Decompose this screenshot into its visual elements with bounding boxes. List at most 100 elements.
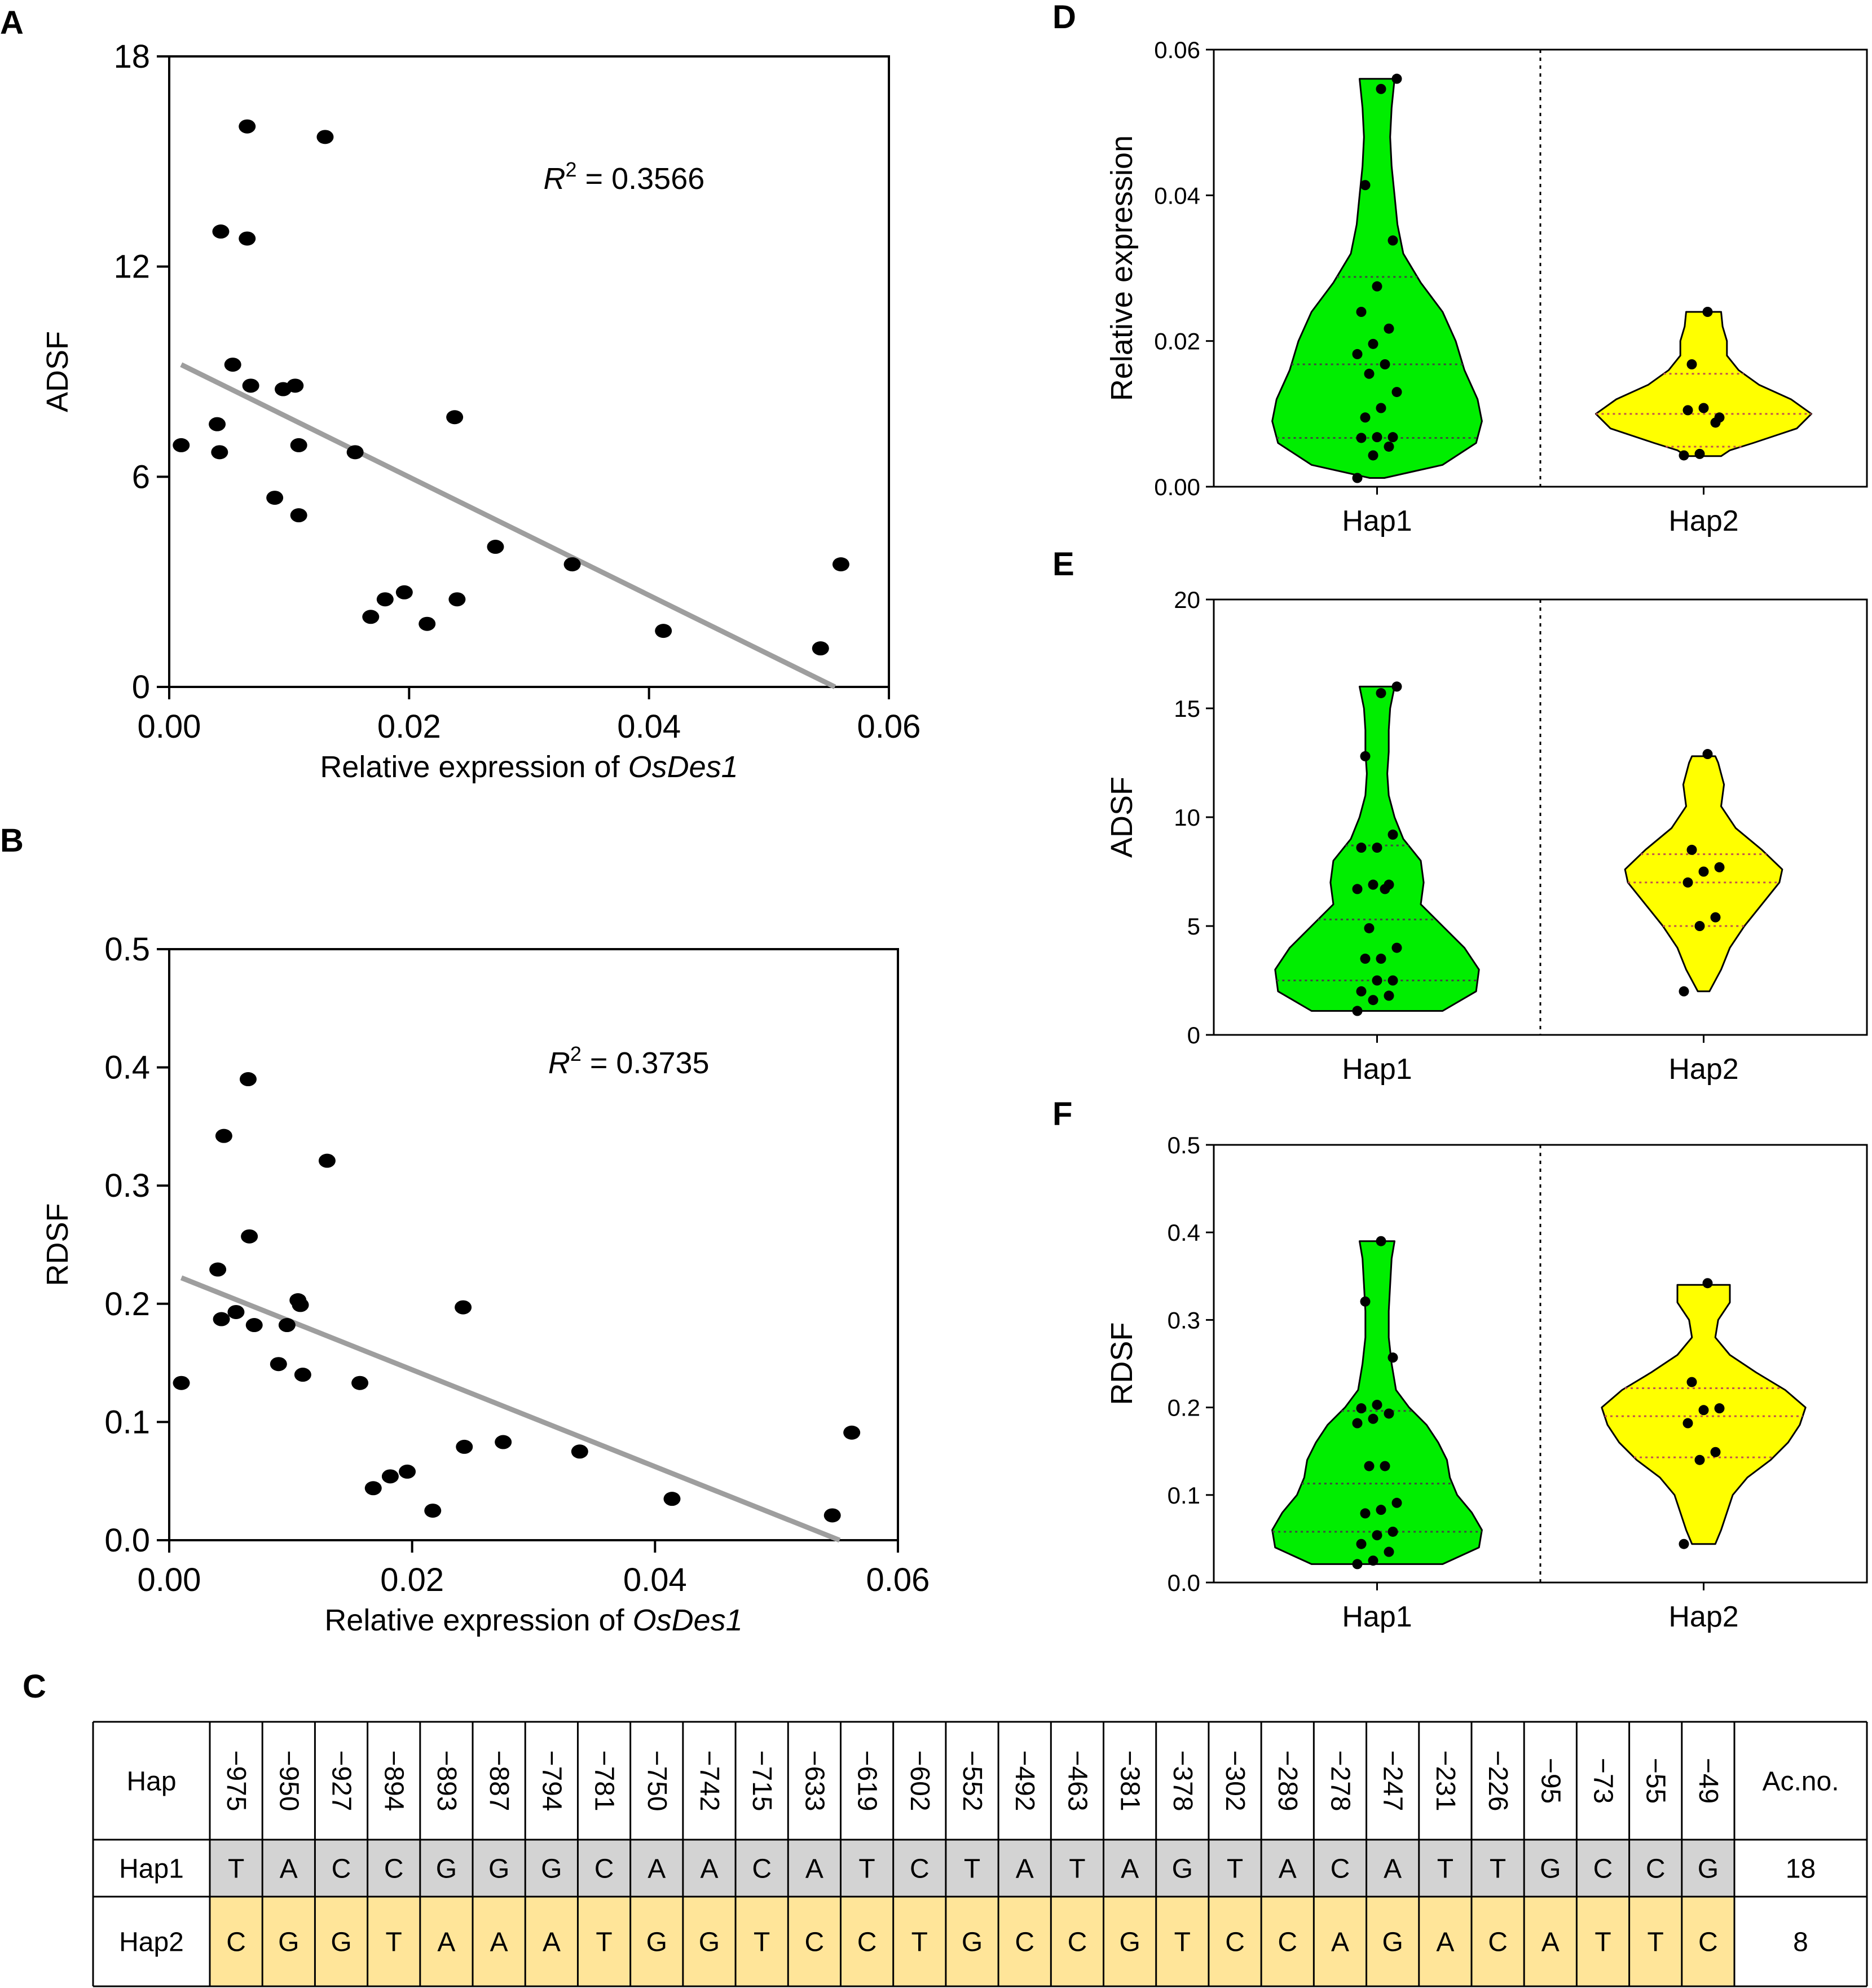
data-point [1698,1405,1709,1416]
base-cell: G [1382,1928,1403,1958]
data-point [1384,323,1394,334]
header-position: −381 [1115,1750,1145,1811]
data-point [1679,1539,1689,1549]
data-point [212,224,230,239]
data-point [1364,1461,1375,1471]
data-point [1380,1461,1390,1471]
base-cell: G [1119,1928,1140,1958]
data-point [1376,83,1386,94]
y-tick-label: 0.0 [1168,1570,1200,1596]
base-cell: G [488,1854,509,1884]
base-cell: T [1069,1854,1085,1884]
base-cell: T [386,1928,402,1958]
y-tick-label: 20 [1174,587,1200,613]
header-position: −49 [1693,1758,1723,1804]
x-axis-label: Relative expression of OsDes1 [320,750,738,784]
base-cell: C [1225,1928,1245,1958]
header-position: −893 [431,1750,461,1811]
data-point [1376,403,1386,413]
header-position: −247 [1378,1750,1408,1811]
row-label: Hap1 [119,1854,184,1884]
data-point [1356,307,1367,317]
y-axis-label: ADSF [41,331,74,412]
y-tick-label: 0.3 [1168,1307,1200,1333]
header-position: −794 [536,1750,566,1811]
data-point [1352,1006,1363,1016]
data-point [1686,359,1697,369]
data-point [424,1504,442,1518]
x-tick-label: 0.06 [857,708,921,745]
data-point [1384,441,1394,452]
y-tick-label: 0.4 [1168,1219,1200,1246]
base-cell: G [1172,1854,1193,1884]
data-point [215,1129,232,1143]
x-tick-label: 0.00 [138,1562,201,1598]
panel-label: F [1052,1096,1072,1132]
row-fill-hap1 [210,1840,1734,1897]
r-squared-label: R2 = 0.3735 [548,1042,710,1080]
header-position: −742 [694,1750,724,1811]
data-point [487,540,504,554]
y-tick-label: 5 [1187,913,1200,940]
data-point [1376,1505,1386,1515]
data-point [1376,953,1386,964]
header-hap: Hap [126,1767,176,1797]
data-point [1682,877,1693,888]
data-point [1368,879,1378,890]
base-cell: G [699,1928,720,1958]
data-point [1360,953,1371,964]
base-cell: T [1437,1854,1453,1884]
r-squared-value: = 0.3735 [582,1046,710,1080]
data-point [1391,387,1402,398]
base-cell: G [541,1854,562,1884]
data-point [446,410,464,425]
base-cell: A [1121,1854,1139,1884]
data-point [1710,1447,1721,1457]
data-point [290,438,307,452]
data-point [1372,975,1382,986]
base-cell: A [490,1928,508,1958]
data-point [209,417,226,431]
data-point [1391,73,1402,84]
y-tick-label: 0.2 [104,1286,150,1323]
header-position: −750 [642,1750,672,1811]
base-cell: A [1384,1854,1402,1884]
base-cell: T [754,1928,770,1958]
data-point [1694,1454,1705,1465]
header-position: −552 [957,1750,987,1811]
x-category-label: Hap2 [1668,505,1738,537]
y-tick-label: 0.06 [1154,37,1200,63]
data-point [290,508,307,523]
base-cell: A [280,1854,298,1884]
header-position: −633 [799,1750,829,1811]
data-point [1679,986,1689,997]
data-point [1384,879,1394,890]
base-cell: G [278,1928,299,1958]
y-tick-label: 0.2 [1168,1395,1200,1421]
data-point [1352,1559,1363,1570]
data-point [655,624,672,638]
data-point [1686,1377,1697,1387]
panel-label: E [1052,546,1074,583]
data-point [213,1312,230,1326]
r-squared-label: R2 = 0.3566 [544,158,705,196]
header-position: −463 [1062,1750,1092,1811]
x-tick-label: 0.04 [617,708,681,745]
data-point [1388,975,1398,986]
data-point [316,130,334,144]
data-point [1372,1530,1382,1541]
x-category-label: Hap2 [1668,1053,1738,1086]
data-point [287,378,304,393]
data-point [812,641,829,656]
header-position: −950 [274,1750,303,1811]
data-point [1694,921,1705,931]
data-point [1364,923,1375,933]
data-point [1352,1418,1363,1429]
data-point [242,378,259,393]
y-tick-label: 0.04 [1154,182,1200,209]
data-point [1356,843,1367,853]
violin-hap1 [1271,1236,1483,1570]
header-position: −887 [484,1750,514,1811]
data-point [1391,942,1402,953]
data-point [1360,180,1371,191]
